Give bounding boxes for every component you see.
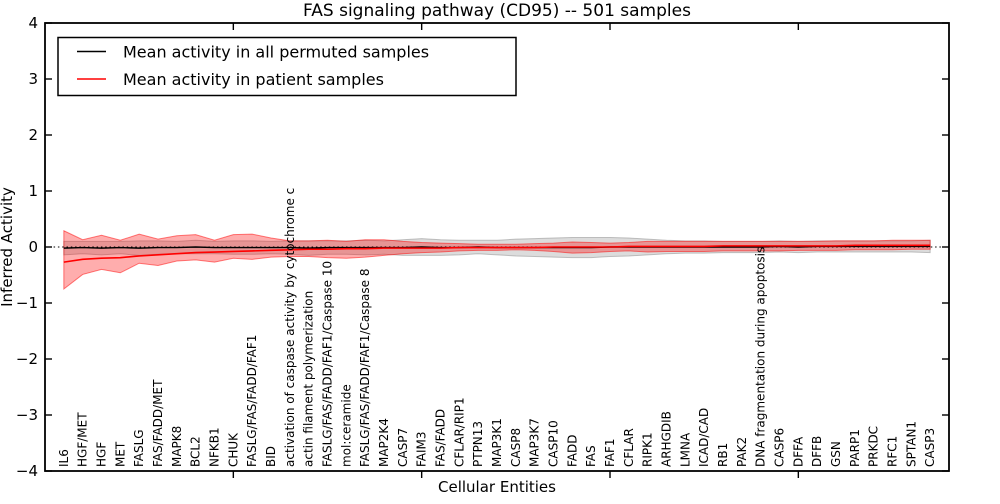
legend: Mean activity in all permuted samples Me… (57, 36, 517, 97)
x-category-label: PRKDC (867, 426, 881, 467)
x-category-label: IL6 (57, 449, 71, 467)
x-category-label: MAPK8 (170, 426, 184, 467)
x-category-label: ARHGDIB (660, 411, 674, 467)
x-category-label: FAF1 (603, 438, 617, 467)
ytick-labels-layer: 4 3 2 1 0 −1 −2 −3 −4 (16, 14, 38, 480)
x-category-label: mol:ceramide (339, 384, 353, 467)
x-category-label: CASP10 (547, 420, 561, 467)
x-category-label: ICAD/CAD (697, 408, 711, 467)
x-category-label: FADD (565, 435, 579, 468)
x-category-label: DNA fragmentation during apoptosis (754, 247, 768, 467)
x-category-label: MAP2K4 (377, 418, 391, 467)
x-category-label: CASP7 (396, 428, 410, 467)
patient-mean-line (63, 244, 931, 263)
x-category-label: MAP3K7 (528, 418, 542, 467)
x-category-label: MAP3K1 (490, 418, 504, 467)
x-category-label: FASLG/FAS/FADD/FAF1 (245, 335, 259, 467)
y-tick-label: −2 (16, 350, 38, 368)
x-category-label: CASP6 (773, 428, 787, 467)
entity-labels-layer: IL6 HGF/MET HGF MET FASLG FAS/FADD/MET MAPK8 BC… (57, 188, 937, 467)
x-category-label: BID (264, 446, 278, 467)
y-tick-label: 0 (28, 238, 38, 256)
x-category-label: CFLAR (622, 428, 636, 467)
legend-box (57, 36, 517, 97)
x-category-label: PAK2 (735, 437, 749, 467)
legend-permuted-label: Mean activity in all permuted samples (123, 43, 429, 62)
y-tick-label: 3 (28, 70, 38, 88)
x-category-label: FASLG/FAS/FADD/FAF1/Caspase 10 (321, 261, 335, 467)
y-tick-label: 4 (28, 14, 38, 32)
bands-layer (63, 229, 931, 291)
x-category-label: GSN (829, 441, 843, 467)
chart-title: FAS signaling pathway (CD95) -- 501 samp… (303, 1, 691, 21)
x-category-label: FAS/FADD/MET (151, 379, 165, 467)
x-category-label: FASLG/FAS/FADD/FAF1/Caspase 8 (358, 269, 372, 468)
y-tick-label: 2 (28, 126, 38, 144)
x-category-label: SPTAN1 (904, 421, 918, 467)
x-category-label: HGF (95, 442, 109, 467)
y-tick-label: 1 (28, 182, 38, 200)
x-category-label: BCL2 (189, 436, 203, 467)
x-category-label: FASLG (132, 429, 146, 467)
x-axis-title: Cellular Entities (438, 478, 556, 496)
x-category-label: RIPK1 (641, 432, 655, 467)
y-tick-label: −3 (16, 406, 38, 424)
y-tick-label: −4 (16, 462, 38, 480)
x-category-label: LMNA (678, 432, 692, 467)
patient-band (63, 229, 931, 291)
x-category-label: DFFB (810, 436, 824, 467)
x-category-label: CASP8 (509, 428, 523, 467)
x-category-label: activation of caspase activity by cytoch… (283, 188, 297, 467)
x-category-label: HGF/MET (76, 412, 90, 467)
ticks-layer (45, 22, 949, 478)
x-category-label: RB1 (716, 443, 730, 467)
x-category-label: CFLAR/RIP1 (452, 397, 466, 467)
x-category-label: DFFA (791, 436, 805, 467)
x-category-label: CHUK (226, 432, 240, 467)
x-category-label: NFKB1 (208, 427, 222, 467)
x-category-label: CASP3 (923, 428, 937, 467)
y-tick-label: −1 (16, 294, 38, 312)
x-category-label: PTPN13 (471, 421, 485, 467)
y-axis-title: Inferred Activity (0, 187, 16, 307)
legend-patient-label: Mean activity in patient samples (123, 70, 384, 89)
x-category-label: MET (113, 441, 127, 467)
lines-layer (63, 244, 931, 263)
x-category-label: FAS/FADD (434, 409, 448, 467)
x-category-label: actin filament polymerization (302, 291, 316, 467)
x-category-label: RFC1 (886, 436, 900, 467)
x-category-label: PARP1 (848, 429, 862, 467)
x-category-label: FAS (584, 445, 598, 467)
x-category-label: FAIM3 (415, 431, 429, 467)
